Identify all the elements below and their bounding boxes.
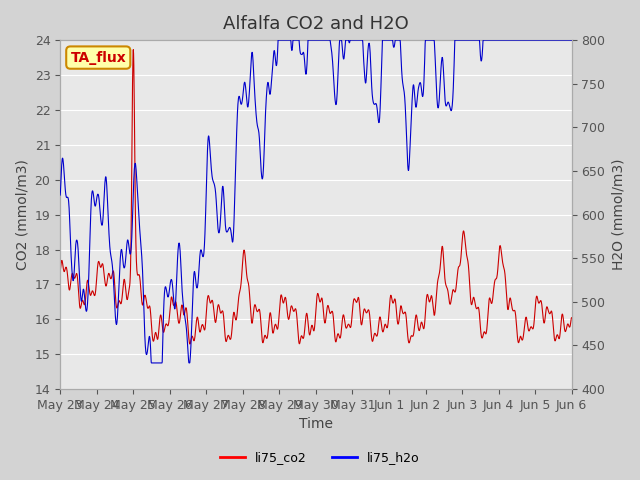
Y-axis label: CO2 (mmol/m3): CO2 (mmol/m3) bbox=[15, 159, 29, 270]
Legend: li75_co2, li75_h2o: li75_co2, li75_h2o bbox=[215, 446, 425, 469]
X-axis label: Time: Time bbox=[299, 418, 333, 432]
Y-axis label: H2O (mmol/m3): H2O (mmol/m3) bbox=[611, 159, 625, 270]
Title: Alfalfa CO2 and H2O: Alfalfa CO2 and H2O bbox=[223, 15, 409, 33]
Text: TA_flux: TA_flux bbox=[70, 50, 126, 65]
